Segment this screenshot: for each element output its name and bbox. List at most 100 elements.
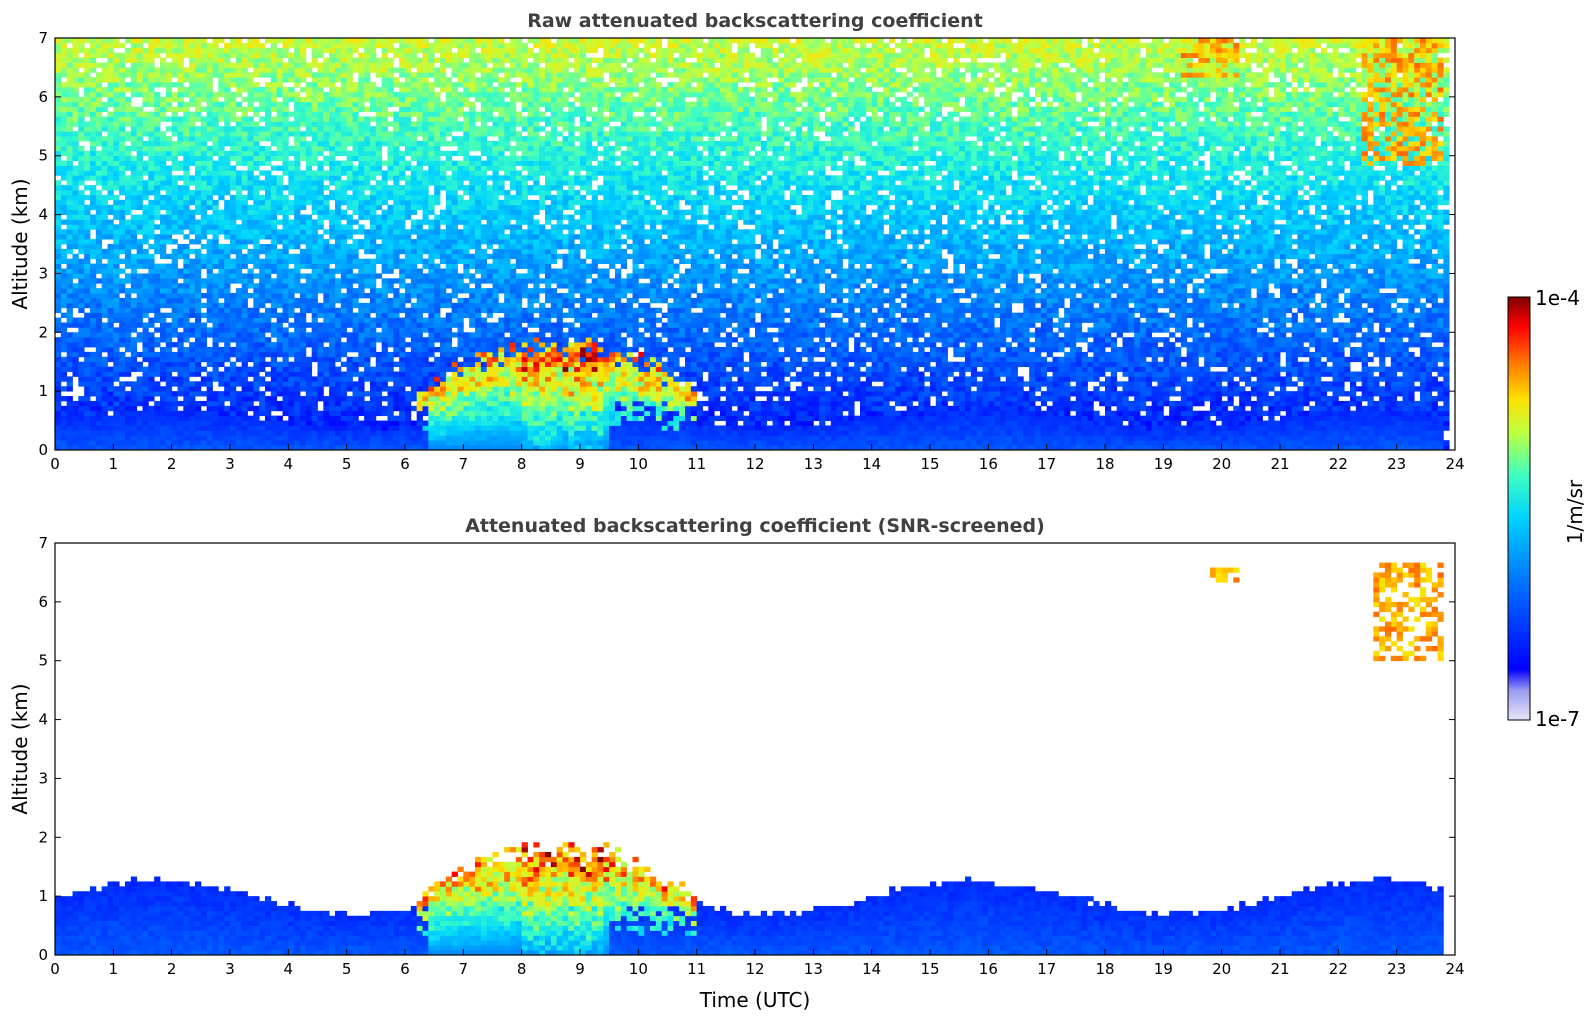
heatmap-cell: [66, 101, 73, 108]
heatmap-cell: [218, 219, 225, 225]
heatmap-cell: [125, 425, 132, 431]
heatmap-cell: [84, 361, 91, 368]
heatmap-cell: [346, 121, 353, 127]
heatmap-cell: [311, 342, 318, 348]
heatmap-cell: [381, 116, 388, 122]
heatmap-cell: [405, 400, 412, 407]
heatmap-cell: [364, 234, 371, 240]
heatmap-cell: [78, 332, 85, 338]
heatmap-cell: [387, 445, 394, 450]
heatmap-cell: [107, 244, 114, 250]
heatmap-cell: [387, 396, 394, 402]
heatmap-cell: [323, 62, 330, 68]
heatmap-cell: [218, 312, 225, 318]
heatmap-cell: [195, 194, 202, 201]
heatmap-cell: [370, 116, 377, 122]
heatmap-cell: [130, 312, 138, 318]
heatmap-cell: [288, 175, 295, 181]
heatmap-cell: [323, 396, 330, 402]
heatmap-cell: [393, 96, 400, 103]
heatmap-cell: [55, 116, 62, 122]
heatmap-cell: [189, 415, 196, 421]
heatmap-cell: [399, 347, 406, 353]
heatmap-cell: [364, 410, 371, 417]
heatmap-cell: [300, 180, 307, 186]
heatmap-cell: [218, 244, 225, 250]
heatmap-cell: [305, 175, 313, 181]
heatmap-cell: [317, 268, 324, 274]
heatmap-cell: [270, 214, 278, 220]
heatmap-cell: [165, 327, 173, 333]
heatmap-cell: [160, 327, 167, 333]
heatmap-cell: [136, 415, 143, 421]
heatmap-cell: [416, 366, 423, 372]
heatmap-cell: [405, 57, 412, 63]
heatmap-cell: [346, 42, 353, 49]
heatmap-cell: [165, 278, 173, 284]
heatmap-cell: [101, 170, 108, 176]
heatmap-cell: [288, 430, 295, 436]
heatmap-cell: [387, 410, 394, 417]
heatmap-cell: [107, 91, 114, 98]
heatmap-cell: [335, 165, 342, 171]
heatmap-cell: [364, 435, 371, 441]
heatmap-cell: [72, 185, 79, 191]
heatmap-cell: [329, 351, 336, 358]
heatmap-cell: [428, 52, 435, 59]
heatmap-cell: [370, 342, 377, 348]
heatmap-cell: [235, 101, 243, 108]
heatmap-cell: [101, 175, 108, 181]
heatmap-cell: [253, 91, 260, 98]
heatmap-cell: [399, 121, 406, 127]
heatmap-cell: [270, 322, 278, 328]
heatmap-cell: [317, 180, 324, 186]
heatmap-cell: [416, 278, 423, 284]
heatmap-cell: [212, 391, 219, 397]
heatmap-cell: [311, 234, 318, 240]
heatmap-cell: [259, 248, 266, 255]
heatmap-cell: [235, 381, 243, 387]
heatmap-cell: [154, 67, 161, 73]
heatmap-cell: [352, 141, 359, 147]
heatmap-cell: [434, 141, 441, 147]
heatmap-cell: [165, 239, 173, 245]
heatmap-cell: [177, 302, 184, 309]
heatmap-cell: [200, 106, 208, 112]
heatmap-cell: [224, 371, 231, 377]
heatmap-cell: [340, 430, 348, 436]
heatmap-cell: [253, 391, 260, 397]
heatmap-cell: [247, 229, 254, 235]
heatmap-cell: [66, 209, 73, 215]
heatmap-cell: [352, 396, 359, 402]
heatmap-cell: [160, 302, 167, 309]
heatmap-cell: [428, 263, 435, 269]
heatmap-cell: [119, 332, 126, 338]
heatmap-cell: [282, 199, 289, 206]
heatmap-cell: [288, 386, 295, 392]
heatmap-cell: [381, 229, 388, 235]
heatmap-cell: [206, 312, 213, 318]
heatmap-cell: [247, 327, 254, 333]
heatmap-cell: [72, 410, 79, 417]
heatmap-cell: [410, 361, 418, 368]
heatmap-cell: [165, 410, 173, 417]
heatmap-cell: [78, 145, 85, 152]
heatmap-cell: [381, 278, 388, 284]
heatmap-cell: [218, 190, 225, 196]
heatmap-cell: [370, 297, 377, 304]
heatmap-cell: [241, 209, 248, 215]
heatmap-cell: [136, 283, 143, 289]
heatmap-cell: [422, 155, 429, 162]
heatmap-cell: [195, 38, 202, 44]
heatmap-cell: [410, 381, 418, 387]
heatmap-cell: [218, 106, 225, 112]
heatmap-cell: [125, 263, 132, 269]
heatmap-cell: [323, 405, 330, 412]
heatmap-cell: [107, 263, 114, 269]
heatmap-cell: [154, 180, 161, 186]
heatmap-cell: [317, 219, 324, 225]
heatmap-cell: [335, 337, 342, 343]
heatmap-cell: [270, 224, 278, 230]
heatmap-cell: [119, 400, 126, 407]
heatmap-cell: [177, 293, 184, 299]
